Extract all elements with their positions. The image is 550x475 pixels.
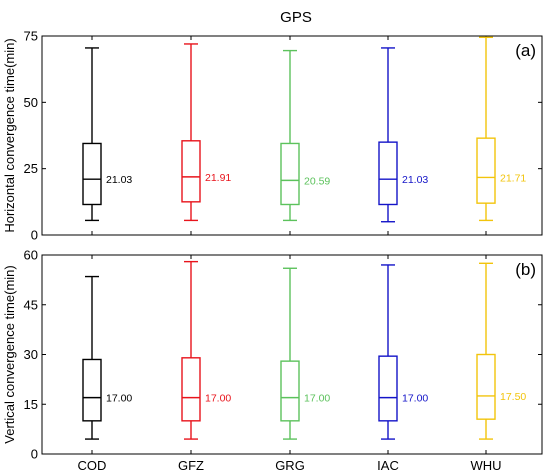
box-iac: 17.00	[378, 264, 428, 440]
box-iac: 21.03	[378, 47, 428, 223]
median-label: 17.00	[304, 393, 330, 405]
y-tick-label: 30	[24, 347, 38, 362]
median-label: 21.03	[106, 174, 132, 186]
box-whu: 21.71	[476, 36, 526, 222]
chart-panel-b: 0 15 30 45 60 Vertical convergence time(min) (…	[2, 248, 543, 473]
median-label: 17.00	[205, 393, 231, 405]
iqr-box	[280, 360, 300, 422]
plot-frame	[41, 254, 543, 455]
iqr-box	[82, 142, 102, 206]
iqr-box	[82, 358, 102, 422]
panel-label: (a)	[515, 41, 536, 60]
plot-frame	[41, 35, 543, 236]
box-gfz: 17.00	[181, 260, 231, 440]
y-tick-label: 0	[31, 447, 38, 462]
y-tick-label: 25	[24, 161, 38, 176]
y-tick-label: 50	[24, 95, 38, 110]
y-tick-label: 45	[24, 297, 38, 312]
box-cod: 21.03	[82, 47, 132, 222]
iqr-box	[181, 357, 201, 422]
box-grg: 17.00	[280, 267, 330, 440]
y-tick-label: 60	[24, 248, 38, 263]
median-label: 17.00	[106, 393, 132, 405]
median-label: 20.59	[304, 175, 330, 187]
chart-panel-a: 0 25 50 75 Horizontal convergence time(min) (…	[2, 29, 543, 243]
y-tick-label: 15	[24, 397, 38, 412]
box-whu: 17.50	[476, 262, 526, 440]
panel-label: (b)	[515, 260, 536, 279]
x-tick-label: GRG	[275, 458, 305, 473]
iqr-box	[476, 353, 496, 420]
y-tick-label: 75	[24, 29, 38, 44]
box-gfz: 21.91	[181, 43, 231, 222]
x-tick-label: IAC	[377, 458, 399, 473]
x-tick-label: WHU	[470, 458, 501, 473]
median-label: 17.50	[500, 391, 526, 403]
iqr-box	[280, 142, 300, 206]
figure-title: GPS	[280, 9, 312, 26]
x-tick-label: COD	[78, 458, 107, 473]
iqr-box	[378, 141, 398, 206]
iqr-box	[476, 137, 496, 204]
y-axis-label: Vertical convergence time(min)	[2, 265, 17, 443]
median-label: 21.03	[402, 174, 428, 186]
box-grg: 20.59	[280, 49, 330, 222]
y-axis-label: Horizontal convergence time(min)	[2, 38, 17, 232]
box-cod: 17.00	[82, 275, 132, 440]
median-label: 21.71	[500, 172, 526, 184]
x-tick-label: GFZ	[178, 458, 204, 473]
iqr-box	[181, 140, 201, 203]
y-tick-label: 0	[31, 228, 38, 243]
median-label: 21.91	[205, 172, 231, 184]
iqr-box	[378, 355, 398, 422]
median-label: 17.00	[402, 393, 428, 405]
